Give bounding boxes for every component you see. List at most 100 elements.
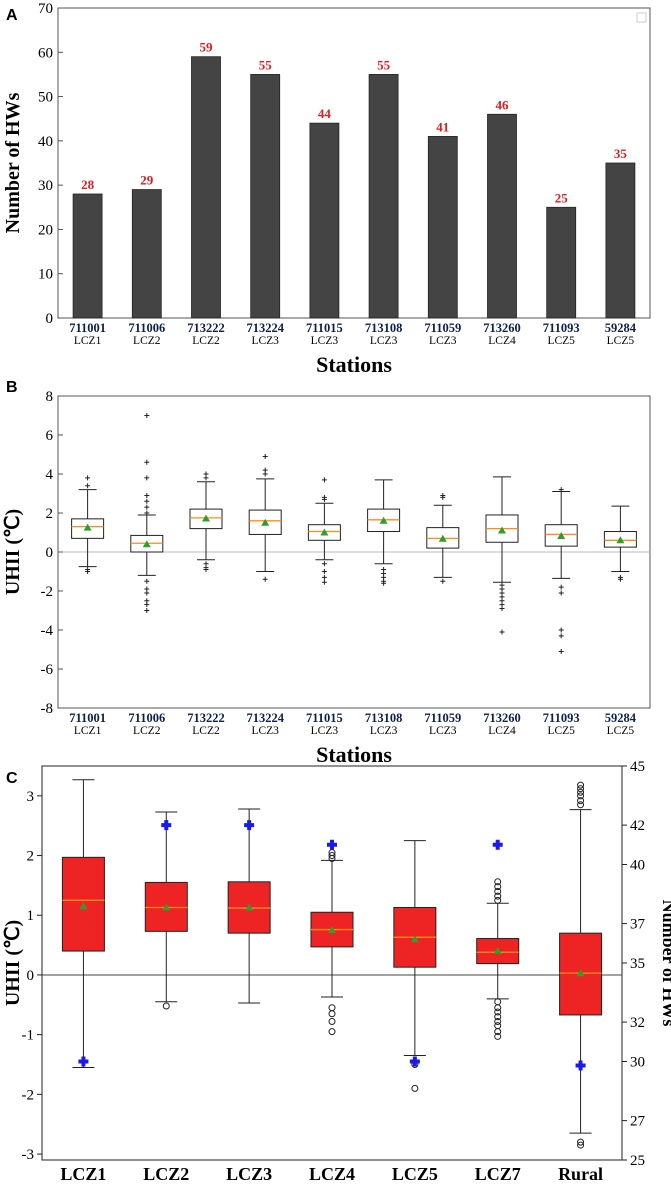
y2-tick-label: 35	[630, 956, 645, 972]
outlier-marker	[577, 781, 585, 789]
x-tick-label: 711059	[424, 321, 461, 335]
outlier-marker	[144, 459, 150, 465]
outlier-marker	[558, 648, 564, 654]
outlier-marker	[494, 1008, 502, 1016]
outlier-marker	[577, 1138, 585, 1146]
x-tick-label: LCZ7	[475, 1164, 521, 1184]
y-tick-label: 40	[38, 134, 53, 150]
bar-value-label: 55	[259, 57, 273, 72]
outlier-marker	[577, 1141, 585, 1149]
y-tick-label: -2	[41, 584, 54, 600]
x-tick-label: 713224	[246, 321, 284, 335]
outlier-marker	[558, 584, 564, 590]
y-tick-label: 3	[27, 789, 35, 805]
y2-tick-label: 30	[630, 1055, 645, 1071]
bar-value-label: 55	[377, 57, 391, 72]
x-tick-label: 713224	[246, 711, 284, 725]
x-tick-sublabel: LCZ3	[311, 335, 339, 347]
panel-b-letter: B	[6, 379, 18, 396]
plot-frame	[57, 7, 651, 319]
bar-value-label: 46	[496, 97, 510, 112]
outlier-marker	[321, 477, 327, 483]
y-tick-label: -1	[22, 1028, 35, 1044]
x-tick-label: LCZ2	[143, 1164, 189, 1184]
y-tick-label: 8	[46, 389, 54, 405]
y-tick-label: -4	[41, 623, 54, 639]
bar	[191, 56, 221, 319]
x-tick-label: 713222	[187, 321, 225, 335]
x-tick-label: 713222	[187, 711, 225, 725]
outlier-marker	[144, 602, 150, 608]
outlier-marker	[328, 852, 336, 860]
panel-c-letter: C	[6, 770, 18, 787]
x-tick-sublabel: LCZ3	[251, 335, 279, 347]
outlier-marker	[494, 1004, 502, 1012]
box	[61, 856, 105, 952]
outlier-marker	[440, 578, 446, 584]
outlier-marker	[494, 1013, 502, 1021]
y-tick-label: 30	[38, 178, 53, 194]
outlier-marker	[577, 785, 585, 793]
x-tick-label: 713108	[365, 711, 403, 725]
outlier-marker	[203, 471, 209, 477]
outlier-marker	[577, 792, 585, 800]
bar	[605, 162, 636, 319]
outlier-marker	[144, 510, 150, 516]
x-tick-sublabel: LCZ3	[370, 335, 398, 347]
x-tick-label: 711001	[69, 711, 106, 725]
x-tick-label: LCZ4	[309, 1164, 355, 1184]
legend-box	[636, 12, 647, 23]
outlier-marker	[440, 492, 446, 498]
x-tick-label: LCZ3	[226, 1164, 272, 1184]
x-tick-label: 711006	[128, 321, 165, 335]
mean-marker	[261, 518, 270, 526]
bar	[546, 206, 577, 319]
x-tick-sublabel: LCZ5	[547, 335, 575, 347]
outlier-marker	[328, 1004, 336, 1012]
outlier-marker	[203, 567, 209, 573]
outlier-marker	[494, 892, 502, 900]
y-axis-title: Number of HWs	[2, 92, 24, 233]
mean-marker	[410, 935, 419, 943]
bar	[131, 189, 162, 319]
outlier-marker	[577, 801, 585, 809]
y-tick-label: 20	[38, 222, 53, 238]
y-tick-label: 0	[46, 311, 54, 327]
y2-tick-label: 27	[630, 1114, 646, 1130]
mean-marker	[498, 526, 506, 534]
outlier-marker	[328, 1028, 336, 1036]
outlier-marker	[617, 576, 623, 582]
x-tick-sublabel: LCZ2	[133, 335, 161, 347]
outlier-marker	[321, 494, 327, 500]
y2-axis-title: Number of HWs	[659, 900, 671, 1027]
bar-value-label: 28	[81, 177, 95, 192]
outlier-marker	[85, 475, 91, 481]
x-tick-sublabel: LCZ5	[547, 725, 575, 737]
outlier-marker	[494, 1028, 502, 1036]
outlier-marker	[144, 608, 150, 613]
y2-tick-label: 40	[630, 858, 645, 874]
y-axis-title: UHII (℃)	[2, 920, 24, 1006]
outlier-marker	[144, 504, 150, 510]
x-tick-label: LCZ1	[60, 1164, 106, 1184]
x-tick-sublabel: LCZ4	[488, 725, 516, 737]
panel-a-bar-chart: 01020304050607028711001LCZ129711006LCZ25…	[2, 1, 651, 377]
mean-marker	[616, 536, 625, 544]
outlier-marker	[262, 453, 268, 459]
y-tick-label: -3	[22, 1147, 35, 1163]
y-tick-label: 10	[38, 267, 53, 283]
mean-marker	[328, 926, 336, 934]
x-tick-sublabel: LCZ3	[429, 725, 457, 737]
outlier-marker	[321, 574, 327, 580]
y-tick-label: -6	[41, 662, 54, 678]
outlier-marker	[411, 1084, 419, 1092]
y-tick-label: -2	[22, 1087, 35, 1103]
y-tick-label: 50	[38, 90, 53, 106]
y-tick-label: 60	[38, 45, 53, 61]
y2-tick-label: 45	[630, 759, 645, 775]
x-tick-sublabel: LCZ3	[370, 725, 398, 737]
y-tick-label: 70	[38, 1, 53, 17]
x-tick-sublabel: LCZ3	[311, 725, 339, 737]
